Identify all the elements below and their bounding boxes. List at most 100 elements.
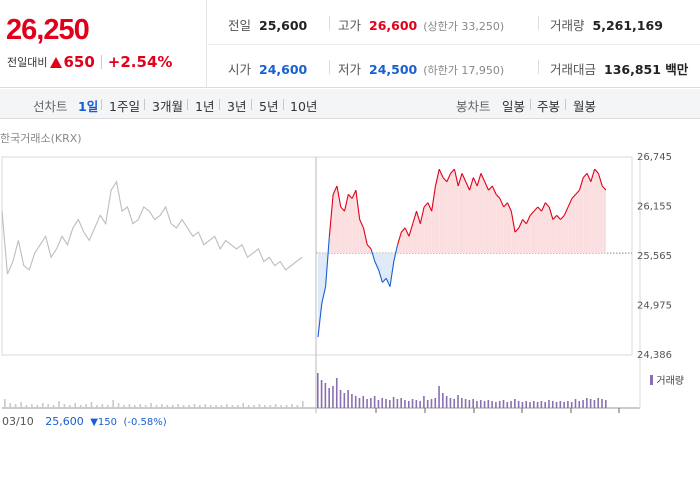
volume-bar: [188, 405, 190, 408]
divider: [187, 99, 188, 110]
period-5y[interactable]: 5년: [259, 99, 279, 114]
prev-day-date: 03/10: [2, 415, 34, 428]
volume-bar: [182, 405, 185, 408]
chart-toolbar: 선차트 1일 1주일 3개월 1년 3년 5년 10년 봉차트 일봉 주봉 월봉: [0, 89, 700, 119]
volume-bar: [324, 383, 327, 408]
series-fill: [552, 215, 557, 254]
volume-bar: [479, 400, 482, 408]
series-line-segment: [340, 206, 345, 212]
series-line-segment: [423, 202, 429, 208]
candle-daily[interactable]: 일봉: [502, 99, 526, 114]
candle-monthly[interactable]: 월봉: [573, 99, 597, 114]
volume-bar: [354, 396, 357, 408]
series-fill: [560, 215, 565, 254]
series-fill: [522, 219, 527, 254]
period-10y[interactable]: 10년: [290, 99, 318, 114]
series-line-segment: [488, 185, 493, 191]
volume-bar: [555, 402, 558, 408]
volume-bar: [20, 402, 22, 408]
divider: [144, 99, 145, 110]
series-fill: [367, 244, 372, 254]
series-fill: [556, 215, 561, 254]
divider: [329, 16, 330, 30]
volume-bar: [464, 399, 467, 408]
series-fill: [515, 227, 519, 254]
series-line-segment: [397, 231, 402, 245]
volume-bar: [521, 402, 524, 408]
volume-bar: [166, 405, 169, 408]
volume-bar: [328, 388, 330, 408]
volume-bar: [423, 396, 425, 408]
series-fill: [378, 253, 383, 283]
stat-label: 고가: [338, 18, 362, 33]
volume-bar: [161, 404, 163, 408]
volume-bar: [79, 405, 82, 408]
volume-bar: [487, 400, 490, 408]
volume-bar: [525, 401, 528, 408]
series-line-segment: [472, 177, 478, 187]
period-1y[interactable]: 1년: [195, 99, 215, 114]
series-fill: [359, 219, 364, 254]
volume-bar: [586, 398, 588, 408]
series-line-segment: [457, 173, 463, 187]
series-fill: [408, 223, 413, 254]
period-1d[interactable]: 1일: [78, 99, 99, 114]
volume-bar: [47, 404, 49, 408]
volume-bar: [25, 405, 28, 408]
price-chart[interactable]: 26,74526,15525,56524,97524,38603/1110:00…: [0, 120, 700, 415]
volume-bar: [231, 405, 234, 408]
series-line-segment: [400, 227, 406, 233]
stat-low: 저가 24,500 (하한가 17,950): [338, 59, 504, 78]
series-line-segment: [556, 214, 561, 220]
series-fill: [348, 194, 353, 254]
series-line-segment: [506, 202, 512, 212]
volume-bar: [430, 399, 433, 408]
series-fill: [499, 198, 504, 254]
volume-bar: [317, 373, 319, 408]
candle-weekly[interactable]: 주봉: [537, 99, 561, 114]
volume-bar: [226, 404, 228, 408]
volume-legend-label: 거래량: [656, 376, 684, 387]
volume-bar: [177, 404, 179, 408]
series-fill: [443, 177, 447, 254]
volume-bar: [4, 399, 6, 408]
series-line-prev-day: [1, 180, 303, 275]
volume-bar: [269, 405, 272, 408]
volume-bar: [468, 400, 471, 408]
volume-bar: [407, 401, 410, 408]
series-line-segment: [575, 189, 580, 195]
volume-bar: [274, 404, 277, 408]
change-row: 전일대비 650 +2.54%: [7, 53, 172, 71]
series-fill: [321, 253, 326, 304]
divider: [329, 60, 330, 74]
series-line-segment: [578, 177, 584, 191]
volume-bar: [533, 401, 535, 408]
period-1w[interactable]: 1주일: [109, 99, 140, 114]
volume-bar: [9, 403, 12, 408]
series-line-segment: [434, 169, 440, 187]
volume-bar: [589, 399, 592, 408]
series-line-segment: [544, 202, 550, 208]
period-3y[interactable]: 3년: [227, 99, 247, 114]
series-line-segment: [514, 227, 520, 233]
series-fill: [352, 190, 356, 254]
volume-bar: [461, 398, 463, 408]
volume-bar: [366, 399, 368, 408]
stat-value: 136,851 백만: [604, 62, 689, 77]
volume-bar: [31, 404, 33, 408]
volume-bar: [544, 402, 546, 408]
divider: [538, 60, 539, 74]
stat-open: 시가 24,600: [228, 59, 307, 78]
series-fill: [477, 173, 481, 254]
volume-bar: [370, 398, 372, 408]
series-fill: [420, 206, 425, 254]
series-fill: [374, 253, 379, 270]
volume-bar: [559, 401, 562, 408]
period-3m[interactable]: 3개월: [152, 99, 183, 114]
volume-bar: [517, 401, 520, 408]
volume-bar: [597, 398, 600, 408]
series-line-segment: [480, 173, 486, 182]
series-line-segment: [374, 261, 380, 271]
volume-bar: [548, 400, 550, 408]
series-line-segment: [450, 168, 455, 174]
